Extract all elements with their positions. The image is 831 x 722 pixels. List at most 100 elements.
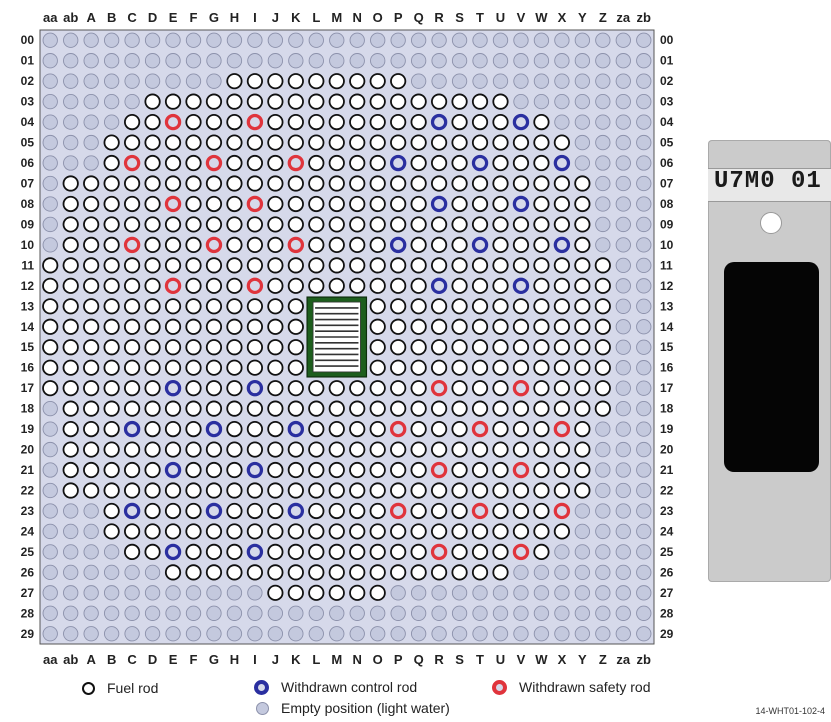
fuel-position [390,482,407,499]
fuel-position [512,134,530,151]
fuel-position [349,195,366,213]
fuel-position [369,154,386,172]
fuel-position [267,114,284,131]
empty-position [554,53,570,69]
empty-position [267,626,284,642]
empty-position [83,53,99,69]
fuel-position [144,134,161,151]
column-label-bottom: aa [43,652,58,667]
control-position [287,502,305,520]
fuel-position [144,154,161,172]
fuel-position [471,175,489,192]
fuel-position [349,216,366,233]
fuel-position [533,114,550,131]
fuel-position [553,195,571,213]
fuel-position [62,441,79,458]
row-label-right: 24 [660,524,674,538]
fuel-position [594,277,611,294]
safety-position [512,379,530,397]
safety-position [246,113,264,131]
fuel-position [471,543,489,561]
empty-position [574,523,591,540]
empty-position [451,73,468,89]
fuel-position [451,298,468,315]
row-label-left: 04 [21,115,35,129]
fuel-position [451,482,468,499]
safety-position [430,461,448,479]
fuel-position [492,543,509,561]
fuel-position [267,380,284,397]
fuel-position [287,114,304,131]
fuel-position [267,339,284,356]
fuel-position [492,523,509,540]
fuel-position [553,257,571,274]
fuel-position [533,216,550,233]
column-label-bottom: H [230,652,239,667]
empty-position [595,605,611,621]
fuel-position [246,93,263,110]
empty-position [63,544,79,560]
fuel-position [349,584,366,601]
control-position [430,113,448,131]
fuel-position [451,154,468,172]
fuel-position [369,502,386,520]
empty-position [370,53,386,69]
fuel-position [471,441,489,458]
empty-position [185,626,202,642]
column-label-bottom: F [190,652,198,667]
empty-position [308,53,324,69]
empty-position [144,626,161,642]
fuel-position [410,380,427,397]
control-position [471,236,489,254]
fuel-position [226,134,243,151]
fuel-position [553,461,571,479]
empty-position [533,93,550,110]
control-position [246,461,264,479]
fuel-position [451,339,468,356]
column-label-top: P [394,10,403,25]
row-label-right: 27 [660,586,674,600]
empty-position [349,32,365,48]
fuel-position [185,400,202,417]
empty-position [124,32,140,48]
fuel-position [430,175,448,192]
fuel-position [62,298,79,315]
fuel-position [308,482,325,499]
column-label-top: O [373,10,383,25]
fuel-position [205,134,223,151]
empty-position [615,605,631,621]
fuel-position [574,339,591,356]
fuel-position [430,359,448,376]
fuel-position [287,441,304,458]
fuel-position [533,257,550,274]
empty-position [63,93,79,110]
fuel-position [492,154,509,172]
empty-position [206,605,222,621]
fuel-position [328,93,345,110]
row-label-left: 29 [21,627,35,641]
empty-position [329,32,345,48]
empty-position [615,564,631,581]
fuel-position [164,523,182,540]
safety-position [430,543,448,561]
fuel-element-photo: U7M0 01 [700,140,831,582]
fuel-position [267,420,284,438]
fuel-position [533,359,550,376]
empty-position [574,605,591,621]
empty-position [410,32,427,48]
fuel-position [349,257,366,274]
empty-position [554,626,570,642]
control-position [164,461,182,479]
empty-position [83,114,99,130]
fuel-position [185,420,202,438]
row-label-right: 08 [660,197,674,211]
fuel-position [308,154,325,172]
column-label-top: zb [637,10,652,25]
fuel-position [451,523,468,540]
empty-position [144,73,161,89]
fuel-position [246,339,263,356]
empty-position [554,585,570,601]
fuel-position [451,216,468,233]
fuel-position [390,216,407,233]
fuel-position [328,73,345,90]
